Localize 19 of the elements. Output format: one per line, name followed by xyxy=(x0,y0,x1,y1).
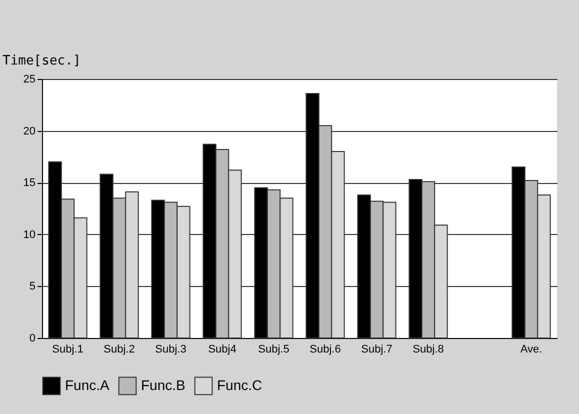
y-tick-label: 10 xyxy=(23,228,36,241)
y-tick-label: 25 xyxy=(23,74,36,86)
x-tick-label: Ave. xyxy=(520,344,542,356)
x-tick-label: Subj.7 xyxy=(361,344,392,356)
y-tick-label: 20 xyxy=(23,125,36,138)
y-axis-title: Time[sec.] xyxy=(2,54,81,68)
legend-label: Func.B xyxy=(141,376,186,393)
x-tick-label: Subj.6 xyxy=(310,344,341,356)
x-tick-label: Subj.3 xyxy=(155,344,186,356)
legend-label: Func.A xyxy=(65,376,110,393)
x-tick-label: Subj.8 xyxy=(412,344,444,356)
x-tick-label: Subj.1 xyxy=(52,344,84,356)
x-tick-label: Subj.2 xyxy=(104,344,135,356)
y-tick-label: 0 xyxy=(29,332,36,344)
y-tick-label: 15 xyxy=(23,177,36,190)
legend-label: Func.C xyxy=(217,376,262,393)
x-tick-label: Subj.5 xyxy=(258,344,290,356)
x-tick-label: Subj4 xyxy=(208,344,236,356)
y-tick-label: 5 xyxy=(29,280,36,293)
